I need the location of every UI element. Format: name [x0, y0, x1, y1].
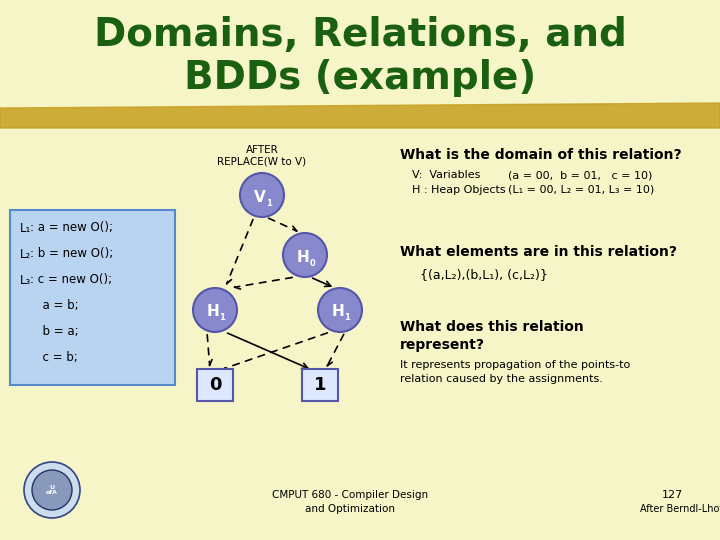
Text: AFTER
REPLACE(W to V): AFTER REPLACE(W to V) [217, 145, 307, 167]
Text: What elements are in this relation?: What elements are in this relation? [400, 245, 677, 259]
Circle shape [193, 288, 237, 332]
Text: Domains, Relations, and: Domains, Relations, and [94, 16, 626, 54]
FancyBboxPatch shape [197, 369, 233, 401]
Text: (a = 00,  b = 01,   c = 10): (a = 00, b = 01, c = 10) [508, 170, 652, 180]
Text: 1: 1 [344, 314, 350, 322]
Text: b = a;: b = a; [20, 326, 78, 339]
Text: L₁: L₁ [20, 221, 32, 234]
Text: It represents propagation of the points-to: It represents propagation of the points-… [400, 360, 630, 370]
Text: BDDs (example): BDDs (example) [184, 59, 536, 97]
Text: 0: 0 [309, 259, 315, 267]
Text: What does this relation: What does this relation [400, 320, 584, 334]
Text: V: V [254, 190, 266, 205]
Text: H: H [207, 305, 220, 320]
Text: H: H [332, 305, 344, 320]
Text: a = b;: a = b; [20, 300, 78, 313]
Text: CMPUT 680 - Compiler Design: CMPUT 680 - Compiler Design [272, 490, 428, 500]
Text: 1: 1 [266, 199, 272, 207]
Text: 0: 0 [209, 376, 221, 394]
Text: V:  Variables: V: Variables [412, 170, 480, 180]
Text: : b = new O();: : b = new O(); [30, 247, 113, 260]
Text: represent?: represent? [400, 338, 485, 352]
Circle shape [283, 233, 327, 277]
Text: c = b;: c = b; [20, 352, 78, 365]
Text: H: H [297, 249, 310, 265]
Circle shape [32, 470, 72, 510]
Text: After Berndl-Lhotak et al., PLDI03: After Berndl-Lhotak et al., PLDI03 [640, 504, 720, 514]
Circle shape [24, 462, 80, 518]
Polygon shape [0, 103, 720, 128]
Text: 127: 127 [662, 490, 683, 500]
Text: (L₁ = 00, L₂ = 01, L₃ = 10): (L₁ = 00, L₂ = 01, L₃ = 10) [508, 185, 654, 195]
FancyBboxPatch shape [302, 369, 338, 401]
Text: 1: 1 [314, 376, 326, 394]
Circle shape [318, 288, 362, 332]
Text: L₂: L₂ [20, 247, 31, 260]
Text: U
ofA: U ofA [46, 484, 58, 495]
Circle shape [240, 173, 284, 217]
Text: and Optimization: and Optimization [305, 504, 395, 514]
Text: relation caused by the assignments.: relation caused by the assignments. [400, 374, 603, 384]
Text: What is the domain of this relation?: What is the domain of this relation? [400, 148, 682, 162]
Text: L₃: L₃ [20, 273, 31, 287]
Text: : a = new O();: : a = new O(); [30, 221, 113, 234]
Text: : c = new O();: : c = new O(); [30, 273, 112, 287]
Text: 1: 1 [219, 314, 225, 322]
Text: H : Heap Objects: H : Heap Objects [412, 185, 505, 195]
FancyBboxPatch shape [10, 210, 175, 385]
Text: {(a,L₂),(b,L₁), (c,L₂)}: {(a,L₂),(b,L₁), (c,L₂)} [420, 268, 548, 281]
